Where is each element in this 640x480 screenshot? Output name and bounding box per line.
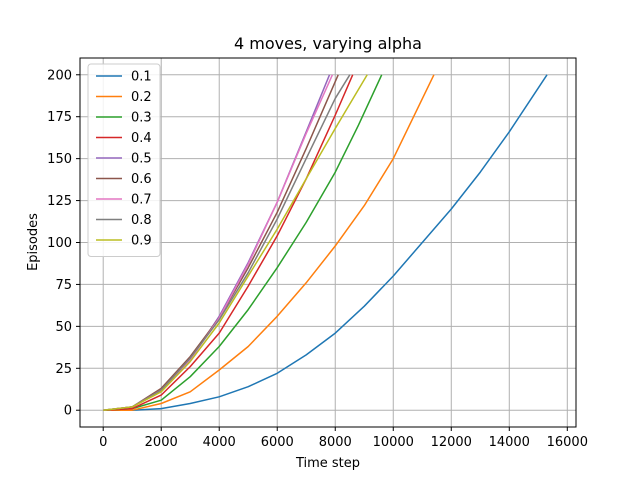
- x-tick-label: 14000: [489, 435, 530, 450]
- y-tick-label: 25: [55, 362, 72, 377]
- y-tick-label: 125: [47, 194, 72, 209]
- legend-label: 0.5: [131, 152, 152, 167]
- grid: [80, 58, 576, 427]
- y-tick-label: 75: [55, 278, 72, 293]
- legend-label: 0.2: [131, 90, 152, 105]
- legend-label: 0.4: [131, 131, 152, 146]
- legend: 0.1 0.2 0.3 0.4 0.5 0.6 0.7 0.8 0.9: [87, 63, 161, 257]
- series-line-0.8: [103, 74, 351, 411]
- y-tick-label: 200: [47, 68, 72, 83]
- legend-label: 0.9: [131, 234, 152, 249]
- series-group: [103, 74, 548, 411]
- x-tick-label: 12000: [431, 435, 472, 450]
- y-axis-label: Episodes: [26, 213, 41, 271]
- legend-label: 0.3: [131, 111, 152, 126]
- y-tick-label: 50: [55, 320, 72, 335]
- x-tick-label: 8000: [319, 435, 352, 450]
- x-tick-label: 16000: [547, 435, 588, 450]
- legend-label: 0.1: [131, 70, 152, 85]
- legend-box: [87, 63, 161, 257]
- x-tick-label: 2000: [145, 435, 178, 450]
- x-tick-label: 0: [99, 435, 107, 450]
- y-tick-label: 100: [47, 236, 72, 251]
- y-tick-label: 150: [47, 152, 72, 167]
- legend-label: 0.6: [131, 172, 152, 187]
- x-tick-label: 6000: [261, 435, 294, 450]
- x-axis-label: Time step: [295, 456, 360, 471]
- series-line-0.1: [103, 74, 548, 411]
- chart-title: 4 moves, varying alpha: [234, 34, 422, 53]
- x-tick-label: 4000: [203, 435, 236, 450]
- series-line-0.3: [103, 74, 383, 411]
- y-tick-label: 175: [47, 110, 72, 125]
- series-line-0.2: [103, 74, 435, 411]
- y-axis: 0 25 50 75 100 125 150 175 200: [47, 68, 80, 419]
- x-tick-label: 10000: [373, 435, 414, 450]
- legend-label: 0.8: [131, 213, 152, 228]
- series-line-0.9: [103, 74, 368, 411]
- x-axis: 0 2000 4000 6000 8000 10000 12000 14000 16000: [99, 427, 588, 450]
- series-line-0.4: [103, 74, 354, 411]
- y-tick-label: 0: [64, 404, 72, 419]
- legend-label: 0.7: [131, 193, 152, 208]
